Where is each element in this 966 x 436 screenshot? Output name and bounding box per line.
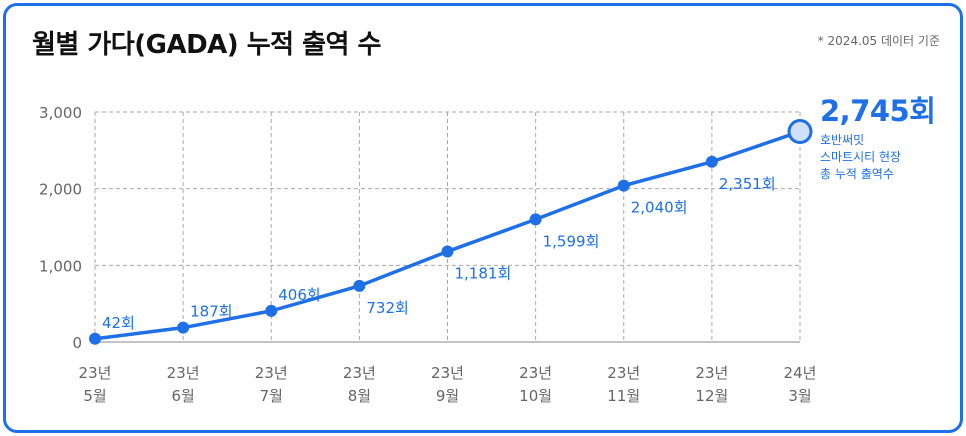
data-label: 2,040회 — [631, 199, 688, 217]
data-label: 2,351회 — [719, 175, 776, 193]
y-tick-label: 0 — [72, 334, 82, 352]
x-tick-month: 11월 — [607, 387, 640, 405]
data-point — [177, 321, 190, 334]
data-point — [705, 155, 718, 168]
chart-title: 월별 가다(GADA) 누적 출역 수 — [32, 30, 381, 60]
final-total-value: 2,745회 — [820, 94, 936, 128]
x-axis-ticks: 23년 5월 23년 6월 23년 7월 23년 8월 23년 9월 23년 10월 23년 11월 23년… — [79, 364, 817, 405]
data-point — [353, 279, 366, 292]
data-label: 1,599회 — [543, 232, 600, 250]
x-tick-year: 23년 — [167, 364, 200, 382]
x-tick-month: 3월 — [788, 387, 811, 405]
x-tick-month: 12월 — [695, 387, 728, 405]
data-label: 406회 — [278, 286, 320, 304]
data-point — [265, 304, 278, 317]
y-tick-label: 1,000 — [39, 257, 82, 275]
x-tick-year: 23년 — [695, 364, 728, 382]
x-tick-month: 10월 — [519, 387, 552, 405]
data-label: 732회 — [366, 299, 408, 317]
x-tick-month: 6월 — [171, 387, 194, 405]
y-axis-ticks: 0 1,000 2,000 3,000 — [39, 104, 82, 352]
data-note: * 2024.05 데이터 기준 — [817, 34, 940, 48]
y-tick-label: 3,000 — [39, 104, 82, 122]
final-data-point — [787, 119, 813, 145]
data-label: 42회 — [102, 314, 135, 332]
data-point — [529, 213, 542, 226]
x-tick-month: 8월 — [348, 387, 371, 405]
data-points — [89, 119, 813, 345]
x-tick-year: 23년 — [255, 364, 288, 382]
x-tick-month: 5월 — [83, 387, 106, 405]
x-tick-year: 23년 — [431, 364, 464, 382]
x-tick-year: 23년 — [343, 364, 376, 382]
x-tick-year: 23년 — [79, 364, 112, 382]
grid-lines — [94, 111, 801, 343]
data-point — [89, 332, 101, 345]
data-point — [617, 179, 630, 192]
data-label: 187회 — [190, 303, 232, 321]
x-tick-year: 23년 — [607, 364, 640, 382]
data-labels: 42회 187회 406회 732회 1,181회 1,599회 2,040회 2,351회 — [102, 175, 776, 332]
chart-card — [3, 3, 963, 433]
x-tick-month: 7월 — [260, 387, 283, 405]
data-point — [441, 245, 454, 258]
y-tick-label: 2,000 — [39, 181, 82, 199]
x-tick-year: 23년 — [519, 364, 552, 382]
x-tick-year: 24년 — [784, 364, 817, 382]
data-label: 1,181회 — [455, 264, 512, 282]
final-total-description: 호반써밋 스마트시티 현장 총 누적 출역수 — [820, 133, 902, 181]
x-tick-month: 9월 — [436, 387, 459, 405]
